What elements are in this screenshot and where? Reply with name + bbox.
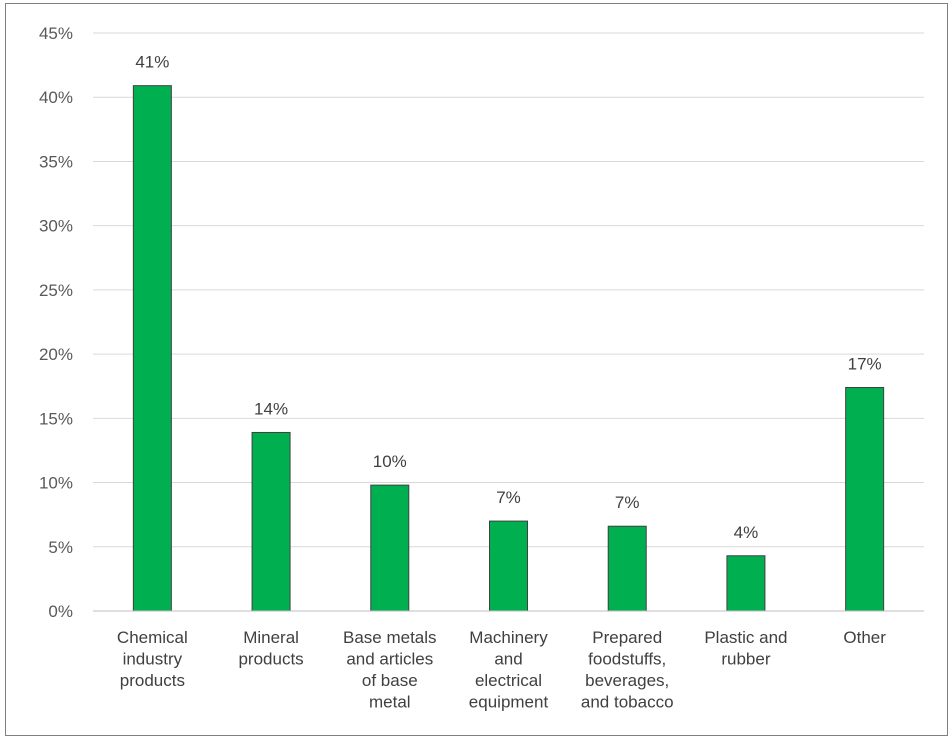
y-tick-label: 30% — [39, 217, 73, 236]
data-label: 7% — [615, 493, 640, 512]
bar — [132, 85, 172, 612]
x-tick-label: Base metals and articles of base metal — [343, 628, 437, 712]
data-label: 14% — [254, 399, 288, 418]
x-tick-label: Other — [843, 628, 886, 647]
bar — [370, 484, 410, 612]
y-tick-label: 10% — [39, 474, 73, 493]
x-tick-label: Plastic and rubber — [704, 628, 787, 669]
data-label: 10% — [373, 452, 407, 471]
y-tick-label: 25% — [39, 281, 73, 300]
gridlines — [93, 32, 924, 548]
data-label: 41% — [135, 53, 169, 72]
x-tick-label: Prepared foodstuffs, beverages, and tobacco — [581, 628, 674, 712]
x-axis-labels: Chemical industry products Mineral products B… — [117, 628, 886, 712]
bar — [726, 555, 766, 612]
y-tick-label: 40% — [39, 88, 73, 107]
y-tick-label: 0% — [48, 602, 73, 621]
data-labels: 41% 14% 10% 7% 7% 4% 17% — [135, 53, 881, 542]
y-tick-label: 15% — [39, 409, 73, 428]
bar — [845, 387, 885, 612]
data-label: 4% — [734, 523, 759, 542]
data-label: 17% — [848, 355, 882, 374]
y-tick-label: 35% — [39, 152, 73, 171]
y-tick-label: 45% — [39, 24, 73, 43]
y-tick-label: 5% — [48, 538, 73, 557]
x-tick-label: Machinery and electrical equipment — [469, 628, 549, 712]
x-tick-label: Mineral products — [238, 628, 303, 669]
bar — [489, 520, 528, 612]
y-axis-ticks: 0% 5% 10% 15% 20% 25% 30% 35% 40% 45% — [39, 24, 73, 621]
bar — [251, 431, 291, 612]
x-tick-label: Chemical industry products — [117, 628, 188, 690]
bar — [607, 525, 647, 612]
bars — [132, 85, 885, 612]
data-label: 7% — [496, 488, 521, 507]
y-tick-label: 20% — [39, 345, 73, 364]
